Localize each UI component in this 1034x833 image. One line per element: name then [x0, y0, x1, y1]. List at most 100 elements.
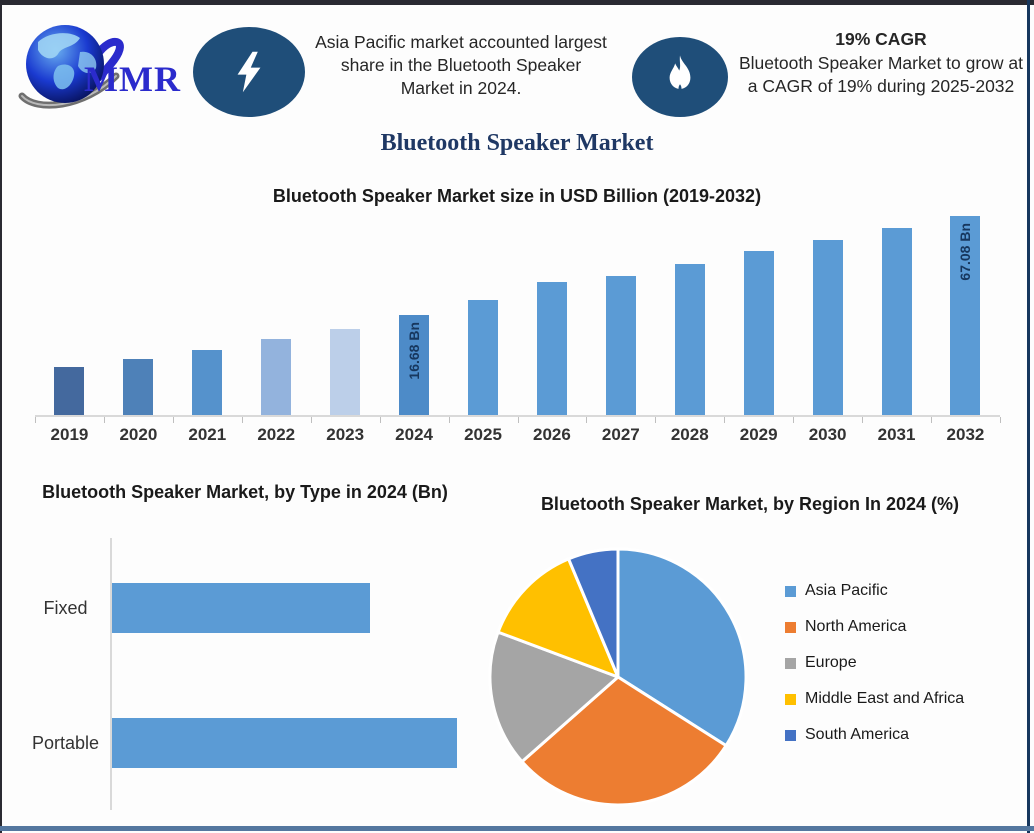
bar-slot-2027	[586, 215, 655, 415]
bar-2025	[467, 300, 498, 415]
bar-slot-2029	[724, 215, 793, 415]
bar-slot-2025	[449, 215, 518, 415]
frame-border-top	[0, 0, 1034, 5]
x-label-2025: 2025	[464, 425, 502, 444]
x-axis-tick	[1000, 417, 1001, 423]
market-bar-plot: 16.68 Bn 67.08 Bn	[35, 215, 1000, 415]
x-label-2023: 2023	[326, 425, 365, 444]
flame-glyph	[669, 55, 691, 93]
frame-border-right	[1027, 0, 1030, 833]
bar-2021	[192, 350, 223, 415]
bar-slot-2019	[35, 215, 104, 415]
region-pie-legend: Asia Pacific North America Europe Middle Ea…	[785, 582, 964, 744]
x-label-2032: 2032	[946, 425, 985, 444]
x-axis-tick	[862, 417, 864, 423]
legend-item-north-america: North America	[785, 618, 964, 636]
bar-slot-2023	[311, 215, 380, 415]
x-axis-tick	[655, 417, 657, 423]
pie-slice-south-america	[567, 547, 620, 679]
logo-text: MMR	[84, 59, 181, 99]
x-axis-tick	[172, 417, 174, 423]
x-axis-tick	[586, 417, 588, 423]
region-pie-chart-title: Bluetooth Speaker Market, by Region In 2…	[540, 494, 960, 514]
bar-2026	[536, 282, 567, 415]
region-pie	[488, 547, 748, 807]
bar-data-label-2024: 16.68 Bn	[406, 322, 423, 380]
bar-slot-2024: 16.68 Bn	[380, 215, 449, 415]
callout-right: 19% CAGR Bluetooth Speaker Market to gro…	[733, 29, 1029, 98]
type-bar-plot: Fixed Portable	[20, 538, 480, 810]
x-label-2030: 2030	[808, 425, 847, 444]
x-axis-tick	[103, 417, 105, 423]
bar-2031	[881, 228, 912, 415]
x-label-2027: 2027	[601, 425, 640, 444]
bar-slot-2028	[655, 215, 724, 415]
legend-label: South America	[805, 726, 910, 743]
bar-2019	[54, 367, 85, 415]
x-axis-tick	[35, 417, 36, 423]
pie-slice-middle-east-and-africa	[496, 557, 620, 679]
type-bar-fixed	[112, 583, 370, 633]
type-label-fixed: Fixed	[43, 597, 88, 618]
frame-border-bottom	[0, 826, 1034, 831]
x-label-2028: 2028	[670, 425, 709, 444]
legend-item-europe: Europe	[785, 654, 964, 672]
legend-label: Middle East and Africa	[805, 690, 965, 707]
type-bar-chart-title: Bluetooth Speaker Market, by Type in 202…	[42, 482, 448, 502]
x-label-2020: 2020	[119, 425, 158, 444]
legend-swatch	[785, 585, 796, 597]
legend-swatch	[785, 693, 796, 705]
bar-slot-2031	[862, 215, 931, 415]
bar-slot-2022	[242, 215, 311, 415]
x-axis-tick	[379, 417, 381, 423]
callout-left-text: Asia Pacific market accounted largest sh…	[315, 32, 607, 99]
x-label-2031: 2031	[877, 425, 916, 444]
legend-item-middle-east-and-africa: Middle East and Africa	[785, 690, 964, 708]
x-label-2026: 2026	[533, 425, 571, 444]
type-bar-portable	[112, 718, 457, 768]
x-axis-tick	[448, 417, 450, 423]
bar-2024: 16.68 Bn	[399, 315, 430, 415]
bar-2032: 67.08 Bn	[950, 216, 981, 415]
legend-swatch	[785, 729, 796, 741]
bar-2030	[812, 240, 843, 415]
legend-label: Europe	[805, 654, 857, 671]
legend-swatch	[785, 621, 796, 633]
pie-slice-europe	[488, 630, 620, 764]
x-label-2019: 2019	[50, 425, 89, 444]
legend-swatch	[785, 657, 796, 669]
bar-slot-2020	[104, 215, 173, 415]
x-label-2024: 2024	[395, 425, 433, 444]
mmr-logo: MMR	[18, 22, 193, 120]
x-axis-tick	[793, 417, 795, 423]
lightning-icon	[193, 27, 305, 117]
globe-logo-icon	[18, 25, 124, 109]
x-label-2021: 2021	[188, 425, 227, 444]
legend-item-asia-pacific: Asia Pacific	[785, 582, 964, 600]
page-title: Bluetooth Speaker Market	[380, 130, 654, 156]
cagr-headline: 19% CAGR	[835, 29, 927, 49]
x-axis-tick	[310, 417, 312, 423]
bar-2023	[330, 329, 361, 415]
bar-slot-2032: 67.08 Bn	[931, 215, 1000, 415]
legend-label: North America	[805, 618, 907, 635]
x-axis-tick	[931, 417, 933, 423]
pie-slice-north-america	[520, 675, 728, 807]
x-axis-tick	[724, 417, 726, 423]
x-label-2029: 2029	[739, 425, 778, 444]
bar-2029	[743, 251, 774, 415]
frame-border-left	[0, 0, 2, 833]
market-bar-x-axis: 2019 2020 2021 2022 2023 2024 2025 2026 2027 2028…	[35, 415, 1001, 453]
bar-2028	[674, 264, 705, 415]
market-bar-chart-title: Bluetooth Speaker Market size in USD Bil…	[272, 186, 762, 206]
x-axis-tick	[241, 417, 243, 423]
bar-2022	[261, 339, 292, 415]
flame-icon	[632, 37, 728, 117]
type-bar-y-axis	[110, 538, 112, 810]
bar-2027	[605, 276, 636, 415]
bar-slot-2030	[793, 215, 862, 415]
lightning-glyph	[237, 51, 261, 93]
bar-2020	[123, 359, 154, 415]
x-axis-tick	[517, 417, 519, 423]
